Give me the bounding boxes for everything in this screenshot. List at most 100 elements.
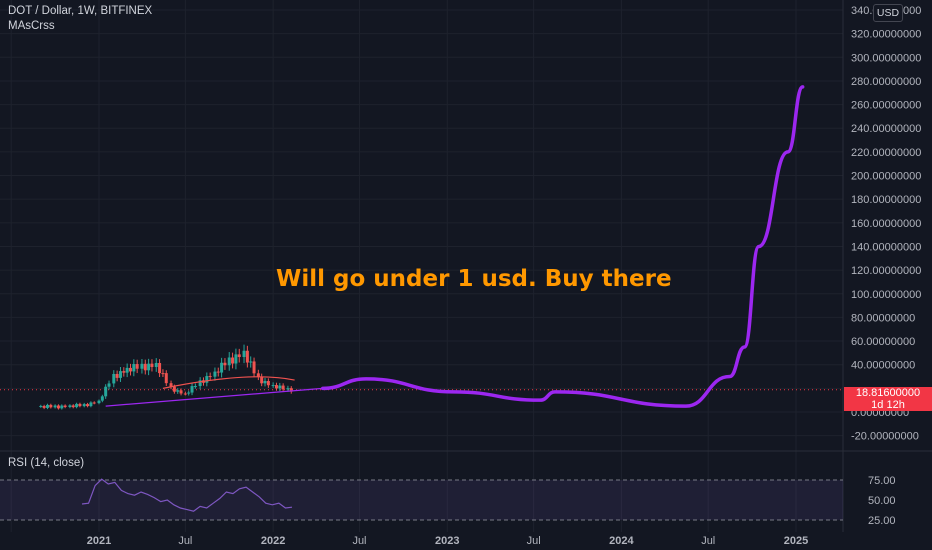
candle-body: [39, 405, 43, 407]
price-axis-label: 180.00000000: [851, 194, 921, 206]
candle-body: [176, 390, 180, 392]
candle-body: [115, 373, 119, 378]
candle-body: [193, 386, 197, 388]
current-price-tag: 18.81600000 1d 12h: [844, 387, 932, 411]
candle-body: [252, 361, 256, 374]
candle-body: [150, 363, 154, 367]
candle-body: [223, 362, 227, 366]
candle-body: [237, 354, 241, 358]
candle-body: [97, 400, 101, 404]
candle-body: [112, 373, 116, 384]
annotation-text: Will go under 1 usd. Buy there: [276, 266, 672, 292]
rsi-band: [0, 480, 843, 520]
projection-path: [320, 85, 805, 408]
time-axis-label: 2021: [87, 535, 111, 547]
candle-body: [263, 381, 267, 384]
moving-average-line: [162, 376, 295, 389]
candle-body: [60, 405, 64, 409]
candle-body: [118, 371, 122, 378]
price-axis-label: 160.00000000: [851, 218, 921, 230]
candle-body: [132, 364, 136, 372]
candle-body: [286, 388, 290, 390]
time-axis-label: Jul: [527, 535, 541, 547]
candle-body: [89, 402, 93, 407]
candle-body: [92, 402, 96, 404]
price-axis-label: 40.00000000: [851, 360, 915, 372]
candle-body: [154, 363, 158, 367]
rsi-pane: 75.00 50.00 25.00: [0, 475, 896, 527]
currency-button[interactable]: USD: [873, 4, 903, 22]
candle-body: [71, 405, 75, 408]
chart-legend: DOT / Dollar, 1W, BITFINEX MAsCrss: [8, 4, 152, 34]
candle-body: [231, 357, 235, 364]
candle-body: [158, 363, 162, 374]
candle-body: [100, 396, 104, 401]
candle-body: [266, 381, 270, 386]
rsi-line: [81, 478, 293, 512]
rsi-axis-label: 50.00: [868, 495, 896, 507]
rsi-legend: RSI (14, close): [8, 457, 85, 469]
candle-body: [234, 354, 238, 364]
price-axis-label: 60.00000000: [851, 336, 915, 348]
price-axis-label: 120.00000000: [851, 265, 921, 277]
price-axis-label: 140.00000000: [851, 241, 921, 253]
price-axis-label: 300.00000000: [851, 52, 921, 64]
candle-body: [274, 385, 278, 389]
candle-body: [179, 390, 183, 394]
symbol-title: DOT / Dollar, 1W, BITFINEX: [8, 5, 153, 17]
time-axis-label: 2022: [261, 535, 285, 547]
trend-line: [105, 387, 323, 407]
time-axis: 2021 Jul 2022 Jul 2023 Jul 2024 Jul 2025: [87, 535, 808, 547]
candle-body: [147, 363, 151, 371]
candle-body: [187, 392, 191, 394]
overlays-layer: [105, 85, 805, 408]
time-axis-label: 2024: [609, 535, 634, 547]
price-axis-label: 240.00000000: [851, 123, 921, 135]
candle-body: [169, 383, 173, 387]
price-axis-label: 80.00000000: [851, 312, 915, 324]
candle-body: [104, 386, 108, 397]
candle-body: [86, 404, 90, 407]
price-axis-label: 200.00000000: [851, 171, 921, 183]
time-axis-label: 2025: [784, 535, 808, 547]
candle-body: [42, 405, 46, 408]
candle-body: [143, 363, 147, 371]
price-axis-label: -20.00000000: [851, 431, 919, 443]
price-axis-label: 280.00000000: [851, 76, 921, 88]
candle-body: [289, 388, 293, 392]
time-axis-label: Jul: [352, 535, 366, 547]
candle-body: [45, 404, 49, 408]
candle-body: [220, 362, 224, 373]
candle-body: [208, 376, 212, 378]
candle-body: [135, 364, 139, 369]
rsi-axis-label: 75.00: [868, 475, 896, 487]
candles-layer: [39, 344, 293, 410]
candle-body: [53, 405, 57, 408]
candle-body: [82, 404, 86, 407]
candle-body: [125, 367, 129, 373]
candle-body: [63, 405, 67, 408]
candle-body: [242, 350, 246, 358]
time-axis-label: Jul: [178, 535, 192, 547]
candle-body: [278, 385, 282, 389]
candle-body: [260, 376, 264, 384]
price-axis: 340.00000000320.00000000300.00000000280.…: [851, 5, 921, 443]
candle-body: [75, 403, 79, 408]
candle-body: [161, 373, 165, 375]
price-axis-label: 220.00000000: [851, 147, 921, 159]
rsi-axis-label: 25.00: [868, 515, 896, 527]
current-price-value: 18.81600000: [855, 387, 921, 399]
candle-body: [216, 371, 220, 373]
candle-body: [205, 376, 209, 383]
price-axis-label: 260.00000000: [851, 100, 921, 112]
candle-body: [190, 386, 194, 393]
candle-body: [198, 380, 202, 387]
price-axis-label: 100.00000000: [851, 289, 921, 301]
candle-body: [107, 383, 111, 387]
candle-body: [78, 403, 82, 407]
candle-body: [140, 363, 144, 369]
candle-body: [122, 371, 126, 373]
candle-countdown: 1d 12h: [871, 399, 905, 411]
candle-body: [249, 361, 253, 363]
